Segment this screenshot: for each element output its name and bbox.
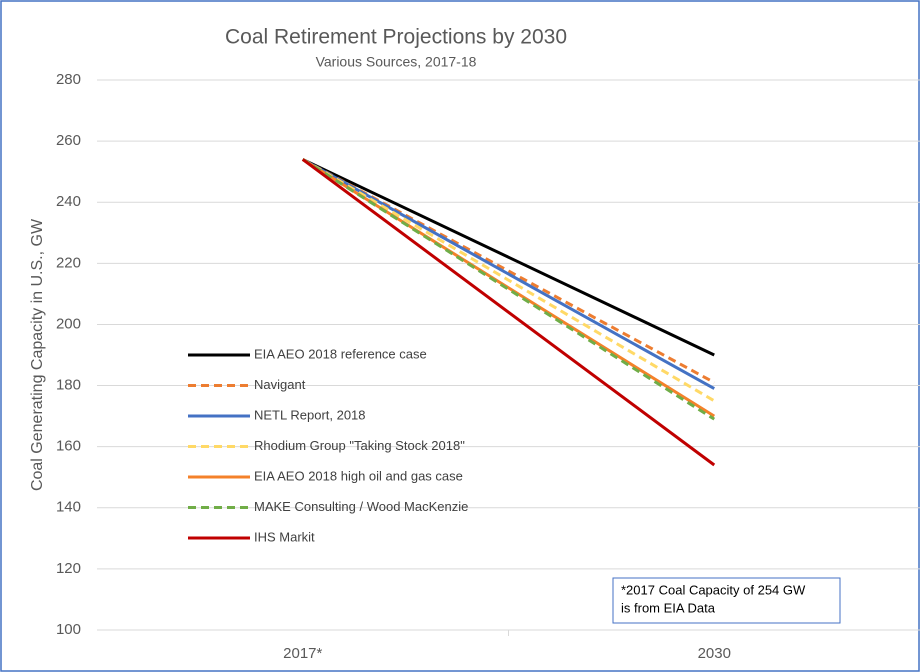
y-tick-label: 180 [56, 377, 81, 394]
chart-subtitle: Various Sources, 2017-18 [316, 54, 477, 70]
y-tick-label: 280 [56, 71, 81, 88]
series-line [301, 158, 716, 467]
y-tick-label: 260 [56, 132, 81, 149]
annotation-box [612, 577, 841, 624]
legend-label: EIA AEO 2018 high oil and gas case [254, 468, 463, 483]
legend-label: Rhodium Group "Taking Stock 2018" [254, 438, 465, 453]
legend-label: MAKE Consulting / Wood MacKenzie [254, 499, 468, 514]
series-line [302, 158, 715, 357]
annotation-text: is from EIA Data [621, 600, 716, 615]
x-tick-label: 2017* [283, 645, 322, 662]
series-line [301, 158, 716, 403]
legend-label: EIA AEO 2018 reference case [254, 346, 427, 361]
y-tick-label: 220 [56, 254, 81, 271]
y-tick-label: 140 [56, 499, 81, 516]
annotation-text: *2017 Coal Capacity of 254 GW [621, 582, 806, 597]
y-tick-label: 120 [56, 560, 81, 577]
series-line [302, 158, 715, 390]
chart-title: Coal Retirement Projections by 2030 [225, 26, 567, 49]
y-tick-label: 100 [56, 621, 81, 638]
legend-label: Navigant [254, 377, 306, 392]
legend-label: IHS Markit [254, 529, 315, 544]
y-axis-title: Coal Generating Capacity in U.S., GW [29, 218, 46, 491]
y-tick-label: 200 [56, 315, 81, 332]
series-line [301, 158, 716, 421]
legend-label: NETL Report, 2018 [254, 407, 366, 422]
x-tick-label: 2030 [698, 645, 731, 662]
y-tick-label: 160 [56, 438, 81, 455]
y-tick-label: 240 [56, 193, 81, 210]
